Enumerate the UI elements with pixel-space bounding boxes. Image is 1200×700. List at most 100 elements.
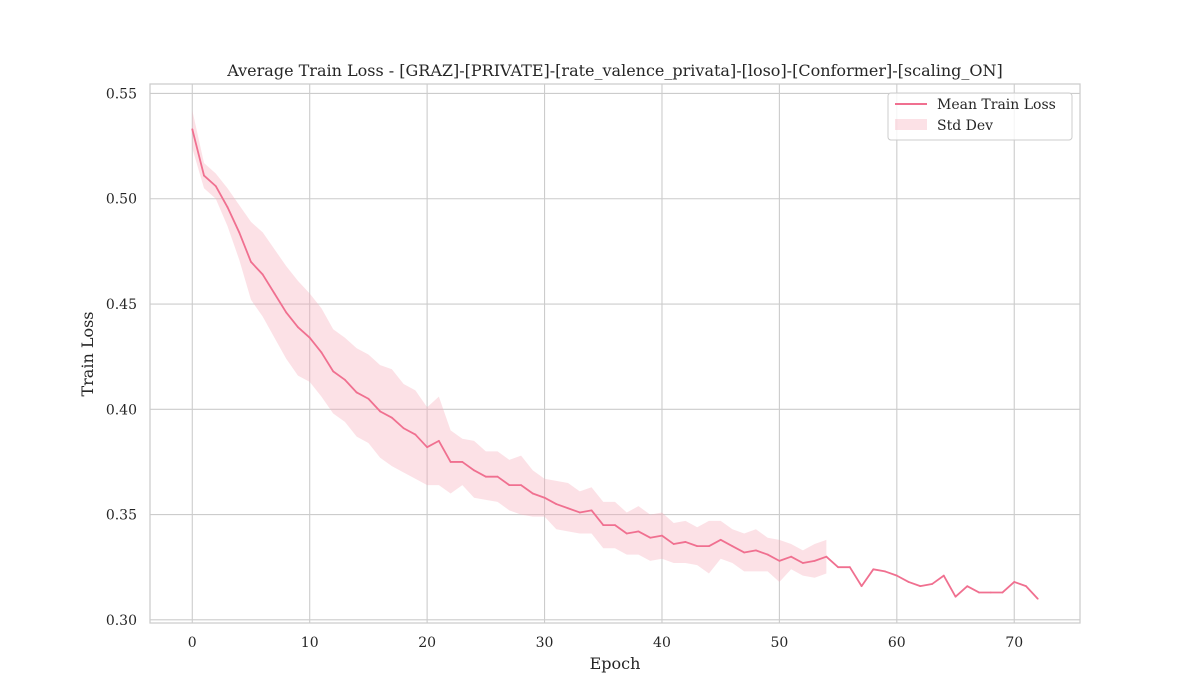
mean-train-loss-point — [731, 545, 734, 548]
mean-train-loss-point — [895, 574, 898, 577]
x-tick-label: 0 — [188, 635, 197, 651]
mean-train-loss-point — [426, 446, 429, 449]
mean-train-loss-point — [614, 524, 616, 526]
mean-train-loss-point — [602, 524, 605, 526]
x-axis-label: Epoch — [590, 654, 641, 673]
mean-train-loss-point — [860, 585, 863, 588]
mean-train-loss-point — [367, 397, 370, 400]
mean-train-loss-point — [790, 555, 793, 558]
mean-train-loss-point — [989, 591, 992, 594]
mean-train-loss-point — [402, 427, 405, 430]
legend-box — [887, 92, 1073, 141]
x-tick-label: 70 — [1005, 635, 1023, 651]
mean-train-loss-point — [496, 475, 499, 478]
mean-train-loss-point — [1036, 597, 1039, 600]
mean-train-loss-point — [567, 507, 569, 510]
mean-train-loss-point — [191, 128, 194, 131]
mean-train-loss-point — [766, 553, 769, 556]
mean-train-loss-point — [1025, 585, 1027, 588]
mean-train-loss-point — [801, 562, 804, 564]
mean-train-loss-point — [390, 416, 393, 419]
mean-train-loss-point — [825, 555, 828, 558]
mean-train-loss-point — [672, 543, 675, 545]
mean-train-loss-point — [461, 461, 464, 463]
mean-train-loss-point — [1001, 591, 1004, 594]
mean-train-loss-point — [449, 461, 452, 463]
mean-train-loss-point — [919, 585, 922, 588]
mean-train-loss-point — [942, 574, 945, 577]
std-dev-band — [192, 110, 827, 582]
mean-train-loss-point — [872, 568, 875, 571]
legend-label-std-dev: Std Dev — [937, 118, 993, 134]
y-tick-label: 0.50 — [106, 192, 137, 208]
mean-train-loss-point — [590, 509, 593, 512]
mean-train-loss-point — [285, 311, 288, 314]
mean-train-loss-point — [355, 391, 358, 394]
mean-train-loss-point — [484, 475, 487, 478]
y-axis-label: Train Loss — [78, 311, 97, 396]
x-tick-label: 50 — [770, 635, 788, 651]
mean-train-loss-point — [848, 566, 851, 569]
mean-train-loss-point — [719, 538, 722, 541]
mean-train-loss-point — [203, 174, 205, 177]
mean-train-loss-point — [978, 591, 980, 594]
mean-train-loss-point — [637, 530, 640, 533]
legend-label-mean-train-loss: Mean Train Loss — [937, 97, 1056, 113]
mean-train-loss-point — [543, 496, 546, 499]
mean-train-loss-point — [520, 484, 522, 486]
mean-train-loss-point — [884, 570, 886, 573]
mean-train-loss-point — [297, 326, 299, 329]
x-tick-labels: 0 10 20 30 40 50 60 70 — [188, 635, 1023, 651]
y-tick-label: 0.55 — [106, 86, 137, 102]
y-tick-label: 0.45 — [106, 297, 137, 313]
mean-train-loss-point — [238, 231, 241, 234]
mean-train-loss-point — [379, 410, 382, 413]
y-tick-label: 0.40 — [106, 402, 137, 418]
mean-train-loss-point — [555, 503, 558, 505]
mean-train-loss-point — [414, 433, 417, 436]
y-tick-label: 0.35 — [106, 508, 137, 524]
x-tick-label: 40 — [653, 635, 671, 651]
y-tick-label: 0.30 — [106, 613, 137, 629]
mean-train-loss-point — [966, 585, 969, 588]
mean-train-loss-point — [778, 559, 781, 562]
y-tick-labels: 0.30 0.35 0.40 0.45 0.50 0.55 — [106, 86, 137, 628]
mean-train-loss-point — [625, 532, 628, 535]
mean-train-loss-point — [250, 261, 252, 263]
x-tick-label: 60 — [888, 635, 906, 651]
mean-train-loss-point — [531, 492, 534, 495]
mean-train-loss-point — [473, 469, 475, 472]
mean-train-loss-point — [332, 370, 335, 373]
mean-train-loss-point — [261, 273, 264, 276]
x-tick-label: 10 — [301, 635, 319, 651]
mean-train-loss-point — [684, 541, 687, 543]
mean-train-loss-point — [837, 566, 840, 569]
x-tick-label: 20 — [418, 635, 436, 651]
mean-train-loss-point — [755, 549, 757, 552]
mean-train-loss-point — [226, 206, 229, 209]
grid-lines — [150, 84, 1080, 623]
mean-train-loss-point — [344, 378, 346, 381]
mean-train-loss-point — [214, 185, 217, 188]
plot-area — [149, 83, 1081, 624]
mean-train-loss-point — [931, 583, 933, 585]
legend-swatch-std-dev — [895, 119, 927, 130]
mean-train-loss-point — [437, 439, 440, 442]
mean-train-loss-point — [708, 545, 710, 548]
mean-train-loss-point — [661, 534, 663, 537]
mean-train-loss-point — [578, 511, 581, 514]
mean-train-loss-point — [743, 551, 746, 554]
x-tick-label: 30 — [536, 635, 554, 651]
mean-train-loss-point — [649, 536, 652, 539]
mean-train-loss-point — [508, 484, 511, 486]
mean-train-loss-point — [813, 559, 816, 562]
mean-train-loss-point — [308, 336, 311, 339]
std-dev-band-layer — [192, 110, 827, 582]
mean-line-layer — [191, 128, 1039, 600]
legend: Mean Train Loss Std Dev — [887, 92, 1073, 141]
mean-train-loss-point — [907, 581, 910, 583]
chart-title: Average Train Loss - [GRAZ]-[PRIVATE]-[r… — [226, 61, 1003, 80]
mean-train-loss-point — [273, 292, 276, 295]
mean-train-loss-point — [954, 595, 957, 598]
